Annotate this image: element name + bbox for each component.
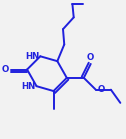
Text: HN: HN xyxy=(22,82,36,91)
Text: HN: HN xyxy=(25,52,40,61)
Text: O: O xyxy=(87,53,94,62)
Text: O: O xyxy=(2,65,9,74)
Text: O: O xyxy=(98,85,105,94)
